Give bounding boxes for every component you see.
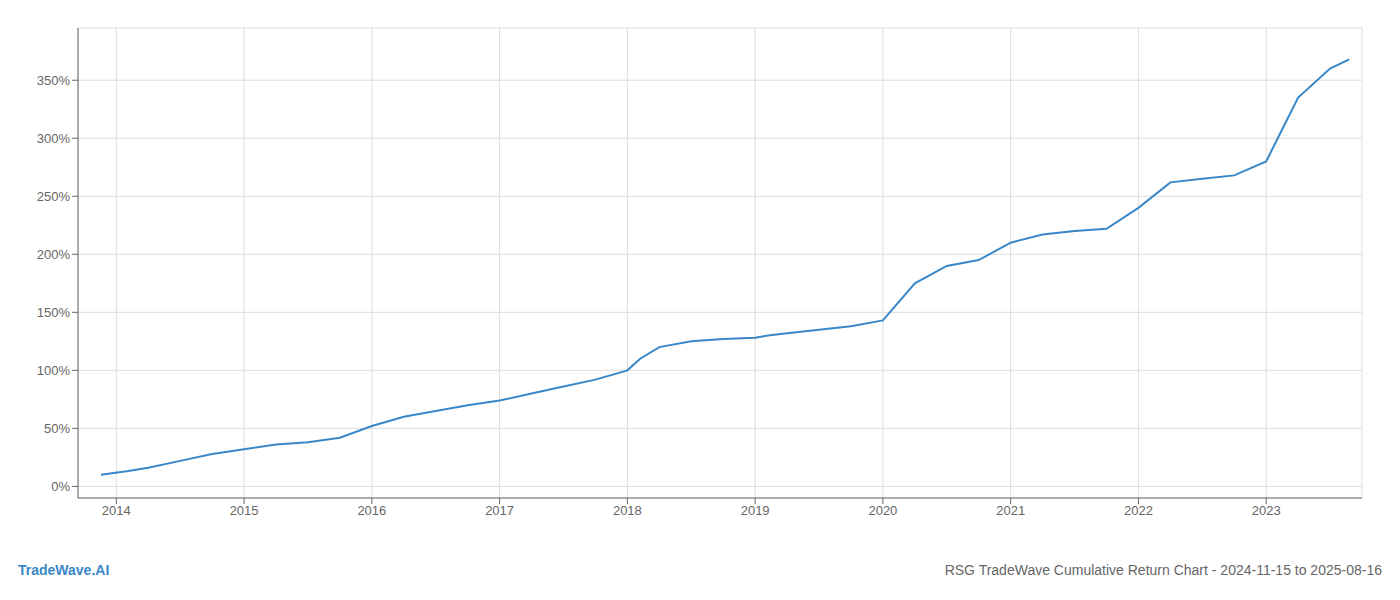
svg-text:100%: 100% (37, 363, 71, 378)
svg-text:2017: 2017 (485, 503, 514, 518)
svg-text:2020: 2020 (868, 503, 897, 518)
svg-text:300%: 300% (37, 131, 71, 146)
html-text:TradeWave.AI: TradeWave.AI (18, 562, 110, 578)
svg-text:250%: 250% (37, 189, 71, 204)
svg-text:150%: 150% (37, 305, 71, 320)
svg-text:2014: 2014 (102, 503, 131, 518)
svg-text:2022: 2022 (1124, 503, 1153, 518)
html-text:RSG TradeWave Cumulative Retur: RSG TradeWave Cumulative Return Chart - … (944, 562, 1382, 578)
svg-text:2018: 2018 (613, 503, 642, 518)
svg-text:0%: 0% (51, 479, 70, 494)
svg-text:2019: 2019 (741, 503, 770, 518)
svg-text:350%: 350% (37, 73, 71, 88)
svg-text:2021: 2021 (996, 503, 1025, 518)
svg-text:2016: 2016 (357, 503, 386, 518)
svg-text:2015: 2015 (230, 503, 259, 518)
svg-text:200%: 200% (37, 247, 71, 262)
svg-text:50%: 50% (44, 421, 70, 436)
svg-text:2023: 2023 (1252, 503, 1281, 518)
